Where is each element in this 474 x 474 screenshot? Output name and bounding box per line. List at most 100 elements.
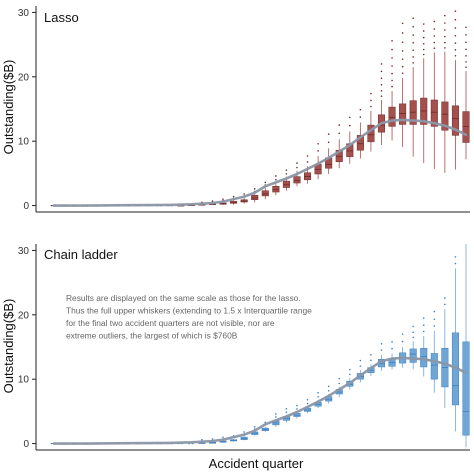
box-outlier xyxy=(348,124,351,127)
box-outlier xyxy=(327,389,330,392)
box-outlier xyxy=(317,142,319,145)
box-outlier xyxy=(222,436,224,438)
y-tick-label: 0 xyxy=(23,201,29,212)
box-outlier xyxy=(412,331,414,334)
box-outlier xyxy=(401,32,404,34)
box-outlier xyxy=(391,85,393,88)
y-tick-label: 20 xyxy=(18,310,30,321)
trend-line xyxy=(52,118,468,207)
box-outlier xyxy=(391,48,393,51)
box-body xyxy=(462,111,470,143)
box-outlier xyxy=(391,57,393,59)
box-outlier xyxy=(380,77,383,80)
box-outlier xyxy=(285,169,288,171)
box-21 xyxy=(261,421,269,432)
box-28 xyxy=(335,124,343,169)
box-22 xyxy=(272,175,280,196)
box-outlier xyxy=(338,132,341,135)
box-outlier xyxy=(380,63,383,65)
box-outlier xyxy=(444,47,446,49)
box-outlier xyxy=(401,58,404,60)
box-outlier xyxy=(285,408,288,410)
box-outlier xyxy=(317,150,319,152)
box-outlier xyxy=(412,336,414,339)
box-outlier xyxy=(465,66,467,68)
y-tick-label: 20 xyxy=(18,72,30,83)
box-outlier xyxy=(444,29,446,31)
box-outlier xyxy=(211,438,214,440)
box-outlier xyxy=(412,62,414,64)
box-30 xyxy=(356,108,364,159)
annotation-line: for the final two accident quarters are … xyxy=(66,318,275,328)
box-38 xyxy=(441,297,449,409)
box-outlier xyxy=(454,262,457,265)
box-outlier xyxy=(412,34,414,36)
box-outlier xyxy=(465,55,467,57)
box-37 xyxy=(430,20,438,169)
box-outlier xyxy=(422,36,425,39)
box-outlier xyxy=(454,49,457,51)
box-outlier xyxy=(370,359,372,362)
box-outlier xyxy=(370,92,372,95)
box-outlier xyxy=(391,39,393,42)
box-35 xyxy=(409,17,417,157)
box-outlier xyxy=(264,181,267,184)
box-outlier xyxy=(359,116,362,118)
box-outlier xyxy=(401,50,404,52)
x-axis-label: Accident quarter xyxy=(209,456,304,471)
panel-label: Chain ladder xyxy=(44,247,118,262)
box-outlier xyxy=(348,373,351,376)
box-outlier xyxy=(391,347,393,350)
box-outlier xyxy=(391,341,393,343)
box-31 xyxy=(367,92,375,152)
box-outlier xyxy=(306,402,309,405)
box-30 xyxy=(356,359,364,383)
box-body xyxy=(441,101,449,131)
box-outlier xyxy=(433,318,436,321)
box-body xyxy=(409,348,417,363)
box-outlier xyxy=(296,166,298,169)
box-body xyxy=(261,190,269,197)
box-outlier xyxy=(264,421,267,424)
box-33 xyxy=(388,39,396,141)
box-outlier xyxy=(412,56,414,58)
box-outlier xyxy=(422,23,425,25)
box-outlier xyxy=(275,416,277,418)
box-body xyxy=(430,99,438,127)
box-body xyxy=(420,348,428,368)
box-outlier xyxy=(370,353,372,356)
box-outlier xyxy=(433,28,436,30)
y-tick-label: 30 xyxy=(18,8,30,19)
box-outlier xyxy=(243,193,245,195)
box-32 xyxy=(377,63,386,146)
box-outlier xyxy=(444,41,446,44)
box-outlier xyxy=(422,42,425,45)
box-outlier xyxy=(306,398,309,401)
box-26 xyxy=(314,142,322,180)
y-tick-label: 0 xyxy=(23,439,29,450)
box-outlier xyxy=(401,22,404,25)
box-outlier xyxy=(370,105,372,108)
box-29 xyxy=(346,116,354,164)
box-outlier xyxy=(391,72,393,75)
y-axis-label-top: Outstanding($B) xyxy=(1,60,16,155)
box-outlier xyxy=(243,431,245,433)
box-27 xyxy=(325,133,333,175)
box-outlier xyxy=(433,35,436,37)
box-36 xyxy=(420,23,428,164)
box-outlier xyxy=(422,317,425,319)
box-outlier xyxy=(317,391,319,394)
box-31 xyxy=(367,353,375,376)
box-outlier xyxy=(380,349,383,351)
box-outlier xyxy=(275,178,277,181)
box-outlier xyxy=(422,48,425,51)
box-outlier xyxy=(338,124,341,126)
box-outlier xyxy=(232,195,235,198)
box-outlier xyxy=(454,54,457,57)
y-axis-label-bottom: Outstanding($B) xyxy=(1,299,16,394)
box-outlier xyxy=(296,162,298,164)
box-outlier xyxy=(433,47,436,50)
box-outlier xyxy=(348,116,351,119)
box-outlier xyxy=(465,61,467,63)
box-outlier xyxy=(412,26,414,28)
